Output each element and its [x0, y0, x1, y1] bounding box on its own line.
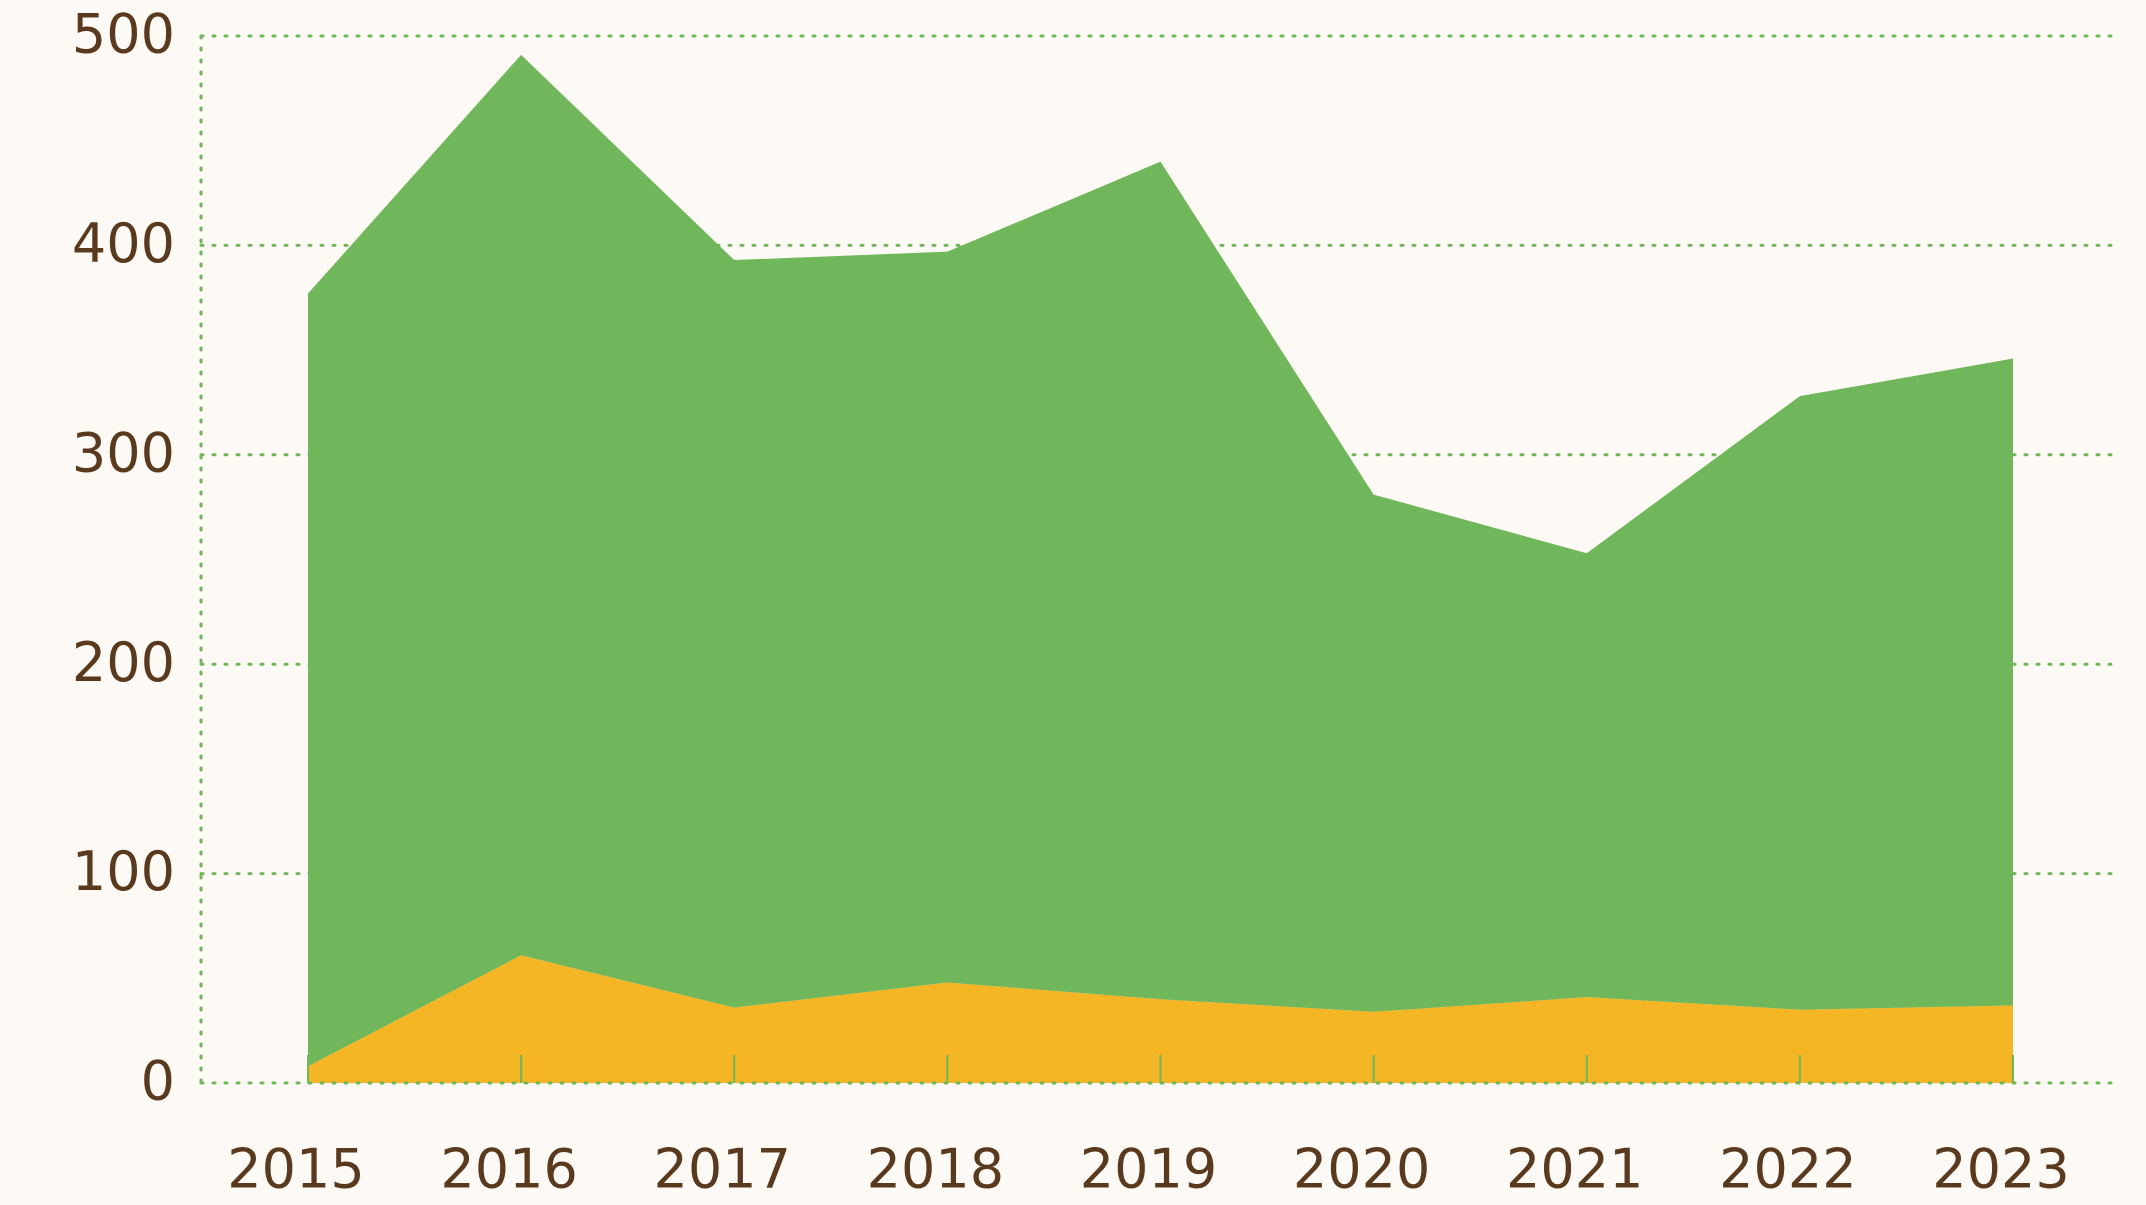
- y-tick-label: 0: [141, 1050, 175, 1113]
- y-tick-label: 500: [72, 3, 175, 66]
- x-tick-label: 2022: [1719, 1138, 1856, 1201]
- y-tick-label: 200: [72, 631, 175, 694]
- x-tick-label: 2020: [1293, 1138, 1430, 1201]
- y-tick-label: 400: [72, 212, 175, 275]
- x-tick-label: 2015: [227, 1138, 364, 1201]
- x-tick-label: 2016: [440, 1138, 577, 1201]
- area: [308, 54, 2013, 1067]
- y-tick-label: 300: [72, 421, 175, 484]
- area: [308, 955, 2013, 1083]
- x-tick-label: 2019: [1080, 1138, 1217, 1201]
- x-tick-label: 2021: [1506, 1138, 1643, 1201]
- x-tick-label: 2017: [654, 1138, 791, 1201]
- x-tick-label: 2018: [867, 1138, 1004, 1201]
- x-tick-label: 2023: [1932, 1138, 2069, 1201]
- y-tick-label: 100: [72, 840, 175, 903]
